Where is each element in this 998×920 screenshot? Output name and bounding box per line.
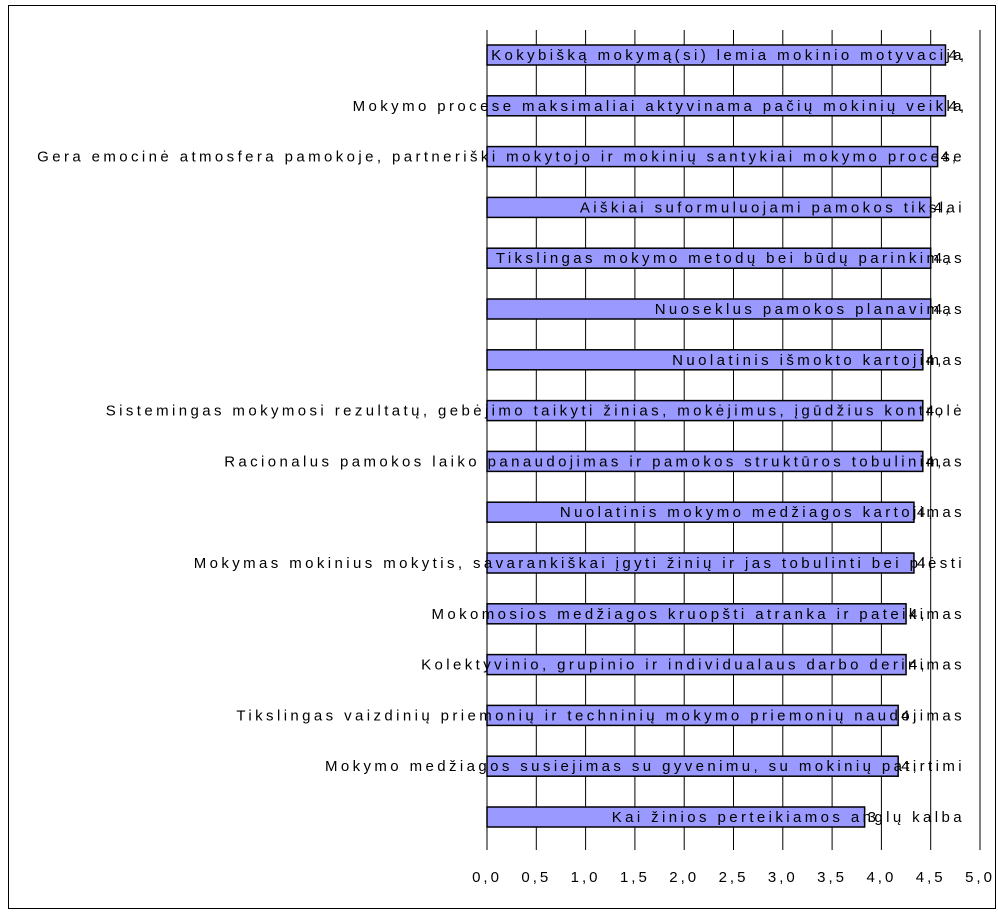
x-tick-label: 4,0: [866, 869, 896, 886]
data-label: 4,: [948, 47, 967, 64]
data-label: 4,: [926, 453, 945, 470]
category-label: Mokymo procese maksimaliai aktyvinama pa…: [353, 98, 965, 115]
x-tick-label: 2,5: [719, 869, 749, 886]
category-label: Racionalus pamokos laiko panaudojimas ir…: [224, 453, 965, 470]
data-label: 4,: [941, 149, 960, 166]
x-tick-labels: 0,0 0,5 1,0 1,5 2,0 2,5 3,0 3,5 4,0 4,5 5,0: [472, 869, 995, 886]
data-label: 4,: [926, 403, 945, 420]
data-label: 4,: [948, 98, 967, 115]
x-tick-label: 5,0: [965, 869, 995, 886]
x-tick-label: 3,0: [768, 869, 798, 886]
data-label: 4,: [901, 707, 920, 724]
category-label: Sistemingas mokymosi rezultatų, gebėjimo…: [106, 403, 965, 420]
data-label: 4,: [909, 606, 928, 623]
data-label: 3,: [868, 809, 887, 826]
category-label: Nuolatinis išmokto kartojimas: [672, 352, 965, 369]
x-tick-label: 3,5: [817, 869, 847, 886]
data-label: 4,: [934, 301, 953, 318]
x-tick-label: 0,0: [472, 869, 502, 886]
x-tick-label: 1,5: [620, 869, 650, 886]
category-label: Kolektyvinio, grupinio ir individualaus …: [421, 657, 965, 674]
data-label: 4,: [926, 352, 945, 369]
category-label: Kokybišką mokymą(si) lemia mokinio motyv…: [491, 47, 965, 64]
data-labels: 4, 4, 4, 4, 4, 4, 4, 4, 4, 4, 4, 4, 4, 4, 4, 3,: [868, 47, 967, 826]
category-label: Aiškiai suformuluojami pamokos tikslai: [580, 199, 965, 216]
category-label: Tikslingas vaizdinių priemonių ir techni…: [236, 707, 965, 724]
x-tick-label: 1,0: [571, 869, 601, 886]
category-label: Mokymo medžiagos susiejimas su gyvenimu,…: [325, 758, 965, 775]
data-label: 4,: [909, 657, 928, 674]
category-label: Mokymas mokinius mokytis, savarankiškai …: [194, 555, 965, 572]
bars: [486, 44, 947, 828]
category-label: Mokomosios medžiagos kruopšti atranka ir…: [431, 606, 965, 623]
category-label: Kai žinios perteikiamos anglų kalba: [612, 809, 965, 826]
category-label: Gera emocinė atmosfera pamokoje, partner…: [37, 149, 965, 166]
category-label: Tikslingas mokymo metodų bei būdų parink…: [496, 250, 965, 267]
data-label: 4,: [917, 504, 936, 521]
data-label: 4,: [934, 199, 953, 216]
data-label: 4,: [901, 758, 920, 775]
x-tick-label: 4,5: [916, 869, 946, 886]
data-label: 4,: [917, 555, 936, 572]
category-labels: Kokybišką mokymą(si) lemia mokinio motyv…: [37, 47, 965, 826]
category-label: Nuolatinis mokymo medžiagos kartojimas: [560, 504, 965, 521]
x-tick-label: 0,5: [521, 869, 551, 886]
data-label: 4,: [934, 250, 953, 267]
x-tick-label: 2,0: [669, 869, 699, 886]
category-label: Nuoseklus pamokos planavimas: [655, 301, 965, 318]
